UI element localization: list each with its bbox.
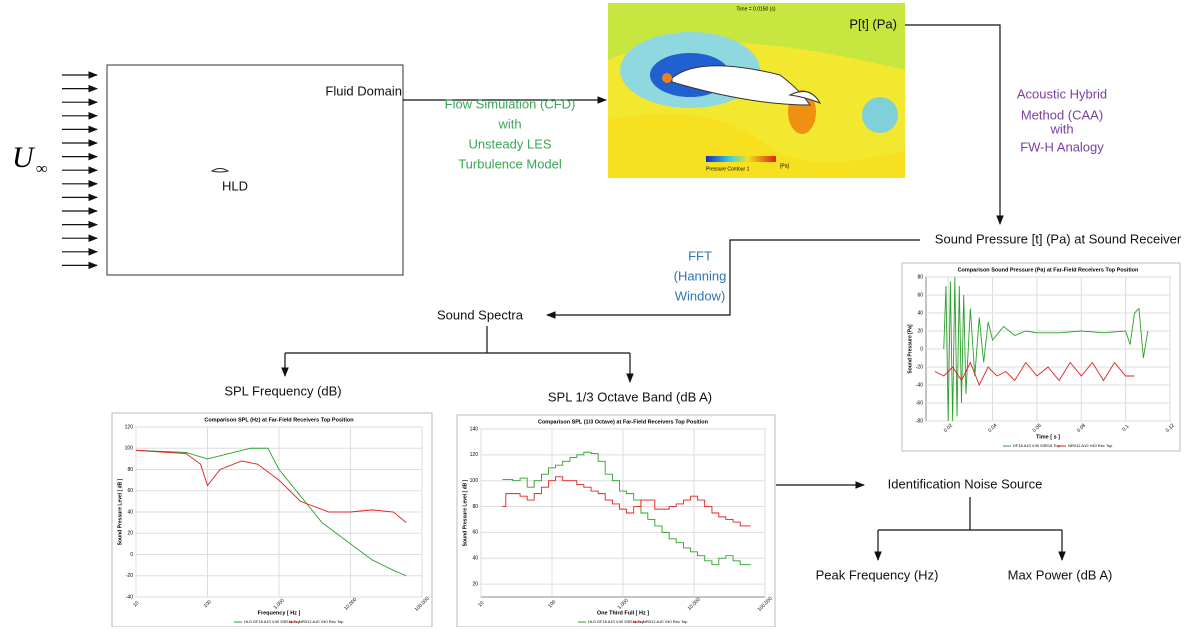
legend-label: NR012 A10 V40 Rec Top: [643, 619, 688, 624]
fft-text: Window): [675, 288, 726, 303]
cfd-text: Turbulence Model: [458, 156, 562, 171]
y-tick-label: 20: [472, 581, 478, 587]
freestream-symbol: U: [12, 141, 36, 174]
y-tick-label: 120: [470, 452, 479, 458]
chart-title: Comparison SPL (Hz) at Far-Field Receive…: [204, 417, 354, 423]
legend-label: NR012 A10 V40 Rec Top: [1068, 443, 1113, 448]
page: {"diagram":{"freestream":"U","freestream…: [0, 0, 1200, 627]
y-tick-label: 120: [125, 424, 134, 430]
freestream-arrows: [62, 75, 97, 265]
y-tick-label: -20: [916, 364, 923, 370]
spl-freq-label: SPL Frequency (dB): [224, 383, 341, 398]
cfd-text: Flow Simulation (CFD): [445, 96, 576, 111]
domain-label: Fluid Domain: [325, 83, 402, 98]
y-tick-label: 80: [917, 274, 923, 280]
arrow: [547, 240, 920, 315]
legend-label: DF18 A10 V40 S3R16 Top: [1013, 443, 1061, 448]
y-tick-label: 40: [472, 556, 478, 562]
x-axis-label: One Third Full [ Hz ]: [597, 610, 649, 616]
y-tick-label: 20: [127, 531, 133, 537]
y-tick-label: 60: [917, 292, 923, 298]
snapshot-unit: [Pa]: [780, 163, 790, 169]
power-label: Max Power (dB A): [1008, 567, 1113, 582]
caa-text: with: [1049, 121, 1073, 136]
fft-text: FFT: [688, 248, 712, 263]
y-tick-label: -80: [916, 418, 923, 424]
caa-text: Method (CAA): [1021, 107, 1103, 122]
y-axis-label: Sound Pressure Level [ dB ]: [117, 478, 123, 545]
y-axis-label: Sound Pressure Level [ dB ]: [462, 479, 468, 546]
y-tick-label: 80: [127, 467, 133, 473]
y-tick-label: 20: [917, 328, 923, 334]
snapshot-time: Time = 0.0150 (s): [736, 6, 775, 12]
chart-title: Comparison SPL (1/3 Octave) at Far-Field…: [538, 419, 709, 425]
y-tick-label: 100: [125, 446, 134, 452]
spectra-label: Sound Spectra: [437, 307, 524, 322]
y-tick-label: 40: [917, 310, 923, 316]
arrow: [905, 25, 1000, 224]
peak-label: Peak Frequency (Hz): [816, 567, 939, 582]
y-tick-label: 140: [470, 426, 479, 432]
snapshot-quantity: P[t] (Pa): [849, 16, 897, 31]
x-axis-label: Frequency [ Hz ]: [258, 610, 301, 616]
y-tick-label: 60: [127, 488, 133, 494]
y-tick-label: -20: [126, 573, 133, 579]
y-tick-label: -40: [126, 594, 133, 600]
fft-text: (Hanning: [674, 268, 727, 283]
freestream-subscript: ∞: [36, 161, 47, 178]
y-tick-label: -60: [916, 400, 923, 406]
identification-label: Identification Noise Source: [888, 476, 1043, 491]
y-tick-label: 60: [472, 530, 478, 536]
y-tick-label: 40: [127, 509, 133, 515]
snapshot-legend: Pressure Contour 1: [706, 166, 750, 172]
receiver-label: Sound Pressure [t] (Pa) at Sound Receive…: [935, 231, 1182, 246]
caa-text: Acoustic Hybrid: [1017, 86, 1107, 101]
cfd-text: with: [497, 116, 521, 131]
x-axis-label: Time [ s ]: [1036, 434, 1060, 440]
chart-title: Comparison Sound Pressure (Pa) at Far-Fi…: [958, 267, 1139, 273]
y-tick-label: 0: [920, 346, 923, 352]
legend-label: NR012 A10 V40 Rec Top: [299, 619, 344, 624]
y-tick-label: 0: [130, 552, 133, 558]
y-axis-label: Sound Pressure [Pa]: [907, 324, 913, 374]
spl-octave-label: SPL 1/3 Octave Band (dB A): [548, 389, 712, 404]
diagram: U ∞ Fluid Domain HLD Flow Simulation (CF…: [0, 0, 1200, 627]
body-label: HLD: [222, 178, 248, 193]
cfd-text: Unsteady LES: [468, 136, 551, 151]
caa-text: FW-H Analogy: [1020, 139, 1104, 154]
y-tick-label: 100: [470, 478, 479, 484]
y-tick-label: 80: [472, 504, 478, 510]
y-tick-label: -40: [916, 382, 923, 388]
